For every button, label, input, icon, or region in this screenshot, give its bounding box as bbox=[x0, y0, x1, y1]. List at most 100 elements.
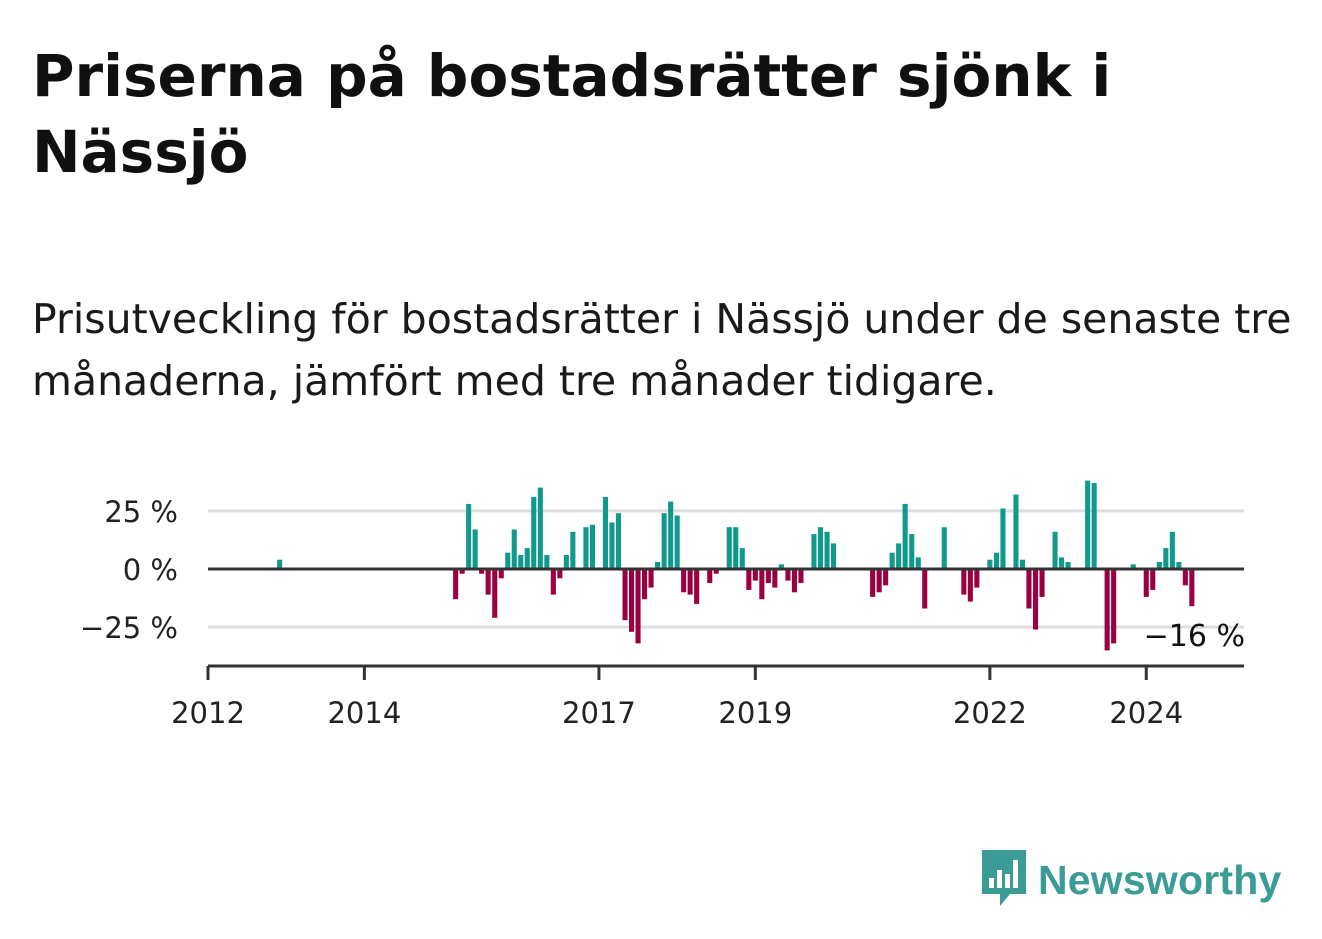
bar bbox=[674, 515, 680, 569]
bar bbox=[635, 569, 641, 644]
x-tick-label: 2012 bbox=[171, 696, 245, 730]
x-tick-label: 2019 bbox=[718, 696, 792, 730]
bar bbox=[459, 569, 465, 574]
bar bbox=[511, 529, 517, 569]
bar bbox=[993, 552, 999, 569]
bar bbox=[817, 527, 823, 570]
bar bbox=[642, 569, 648, 600]
bar bbox=[609, 522, 615, 569]
bar bbox=[524, 548, 530, 569]
bar bbox=[629, 569, 635, 632]
bar bbox=[791, 569, 797, 593]
bar bbox=[831, 543, 837, 569]
bar bbox=[915, 557, 921, 569]
y-tick-label: −25 % bbox=[80, 611, 178, 645]
bar bbox=[492, 569, 498, 618]
chart-subtitle: Prisutveckling för bostadsrätter i Nässj… bbox=[32, 295, 1292, 405]
y-tick-label: 0 % bbox=[123, 553, 178, 587]
bar bbox=[772, 569, 778, 588]
bar bbox=[485, 569, 491, 595]
bar bbox=[1182, 569, 1188, 586]
bar bbox=[726, 527, 732, 570]
bar bbox=[498, 569, 504, 579]
bar bbox=[537, 487, 543, 569]
bar bbox=[870, 569, 876, 597]
bar bbox=[987, 559, 993, 569]
page-title: Priserna på bostadsrätter sjönk i Nässjö bbox=[32, 42, 1112, 186]
price-change-chart: 25 % 0 % −25 % 2012 2014 2017 2019 2022 2024 −16… bbox=[80, 480, 1245, 730]
bar bbox=[1111, 569, 1117, 644]
bar bbox=[909, 534, 915, 569]
bar bbox=[967, 569, 973, 602]
logo-text: Newsworthy bbox=[1038, 856, 1282, 903]
bar bbox=[941, 527, 947, 570]
bar bbox=[778, 564, 784, 569]
bar bbox=[1013, 494, 1019, 569]
bar bbox=[1000, 508, 1006, 569]
bar bbox=[615, 513, 621, 569]
bar bbox=[1039, 569, 1045, 597]
bar bbox=[798, 569, 804, 583]
x-tick-label: 2014 bbox=[327, 696, 401, 730]
bar bbox=[563, 555, 569, 569]
bar bbox=[1130, 564, 1136, 569]
bar bbox=[479, 569, 485, 574]
bar bbox=[759, 569, 765, 600]
bar bbox=[922, 569, 928, 609]
bar bbox=[505, 552, 511, 569]
gridlines bbox=[208, 509, 1244, 629]
bar bbox=[453, 569, 459, 600]
bar bbox=[466, 503, 472, 569]
bar-chart-speech-bubble-icon bbox=[980, 848, 1028, 912]
bar bbox=[1052, 531, 1058, 569]
bar bbox=[883, 569, 889, 586]
bar bbox=[1169, 531, 1175, 569]
newsworthy-logo[interactable]: Newsworthy bbox=[980, 850, 1282, 910]
bar bbox=[655, 562, 661, 569]
bar bbox=[889, 552, 895, 569]
bar bbox=[1163, 548, 1169, 569]
bar bbox=[589, 524, 595, 569]
bar bbox=[707, 569, 713, 583]
x-tick-label: 2022 bbox=[953, 696, 1027, 730]
bar bbox=[277, 559, 283, 569]
bars bbox=[277, 480, 1195, 651]
bar bbox=[824, 531, 830, 569]
bar bbox=[681, 569, 687, 593]
bar bbox=[1033, 569, 1039, 630]
axes: 25 % 0 % −25 % 2012 2014 2017 2019 2022 2024 bbox=[80, 495, 1244, 730]
bar bbox=[1143, 569, 1149, 597]
bar bbox=[961, 569, 967, 595]
bar bbox=[1019, 559, 1025, 569]
bar bbox=[1065, 562, 1071, 569]
bar bbox=[896, 543, 902, 569]
bar bbox=[739, 548, 745, 569]
bar bbox=[876, 569, 882, 593]
bar bbox=[974, 569, 980, 588]
bar bbox=[550, 569, 556, 595]
bar bbox=[694, 569, 700, 604]
x-tick-label: 2017 bbox=[562, 696, 636, 730]
bar bbox=[746, 569, 752, 590]
x-tick-label: 2024 bbox=[1109, 696, 1183, 730]
bar bbox=[661, 513, 667, 569]
bar bbox=[687, 569, 693, 595]
bar bbox=[733, 527, 739, 570]
bar bbox=[472, 529, 478, 569]
bar bbox=[1189, 569, 1195, 607]
bar bbox=[1059, 557, 1065, 569]
bar bbox=[713, 569, 719, 574]
bar bbox=[1156, 562, 1162, 569]
bar bbox=[602, 496, 608, 569]
bar bbox=[1091, 483, 1097, 569]
bar bbox=[811, 534, 817, 569]
bar bbox=[1104, 569, 1110, 651]
bar bbox=[1026, 569, 1032, 609]
last-value-label: −16 % bbox=[1144, 619, 1245, 654]
y-tick-label: 25 % bbox=[104, 495, 178, 529]
bar bbox=[752, 569, 758, 581]
bar bbox=[518, 555, 524, 569]
bar bbox=[557, 569, 563, 579]
bar bbox=[1085, 480, 1091, 569]
bar bbox=[902, 503, 908, 569]
